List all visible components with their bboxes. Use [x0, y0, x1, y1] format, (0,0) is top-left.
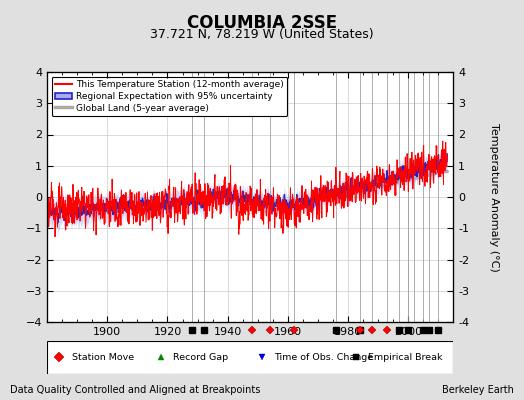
Text: Empirical Break: Empirical Break — [368, 353, 442, 362]
Legend: This Temperature Station (12-month average), Regional Expectation with 95% uncer: This Temperature Station (12-month avera… — [52, 76, 287, 116]
Text: Time of Obs. Change: Time of Obs. Change — [275, 353, 374, 362]
Text: COLUMBIA 2SSE: COLUMBIA 2SSE — [187, 14, 337, 32]
Text: 37.721 N, 78.219 W (United States): 37.721 N, 78.219 W (United States) — [150, 28, 374, 41]
FancyBboxPatch shape — [47, 341, 453, 374]
Y-axis label: Temperature Anomaly (°C): Temperature Anomaly (°C) — [489, 123, 499, 271]
Text: Data Quality Controlled and Aligned at Breakpoints: Data Quality Controlled and Aligned at B… — [10, 385, 261, 395]
Text: Record Gap: Record Gap — [173, 353, 228, 362]
Text: Berkeley Earth: Berkeley Earth — [442, 385, 514, 395]
Text: Station Move: Station Move — [71, 353, 134, 362]
